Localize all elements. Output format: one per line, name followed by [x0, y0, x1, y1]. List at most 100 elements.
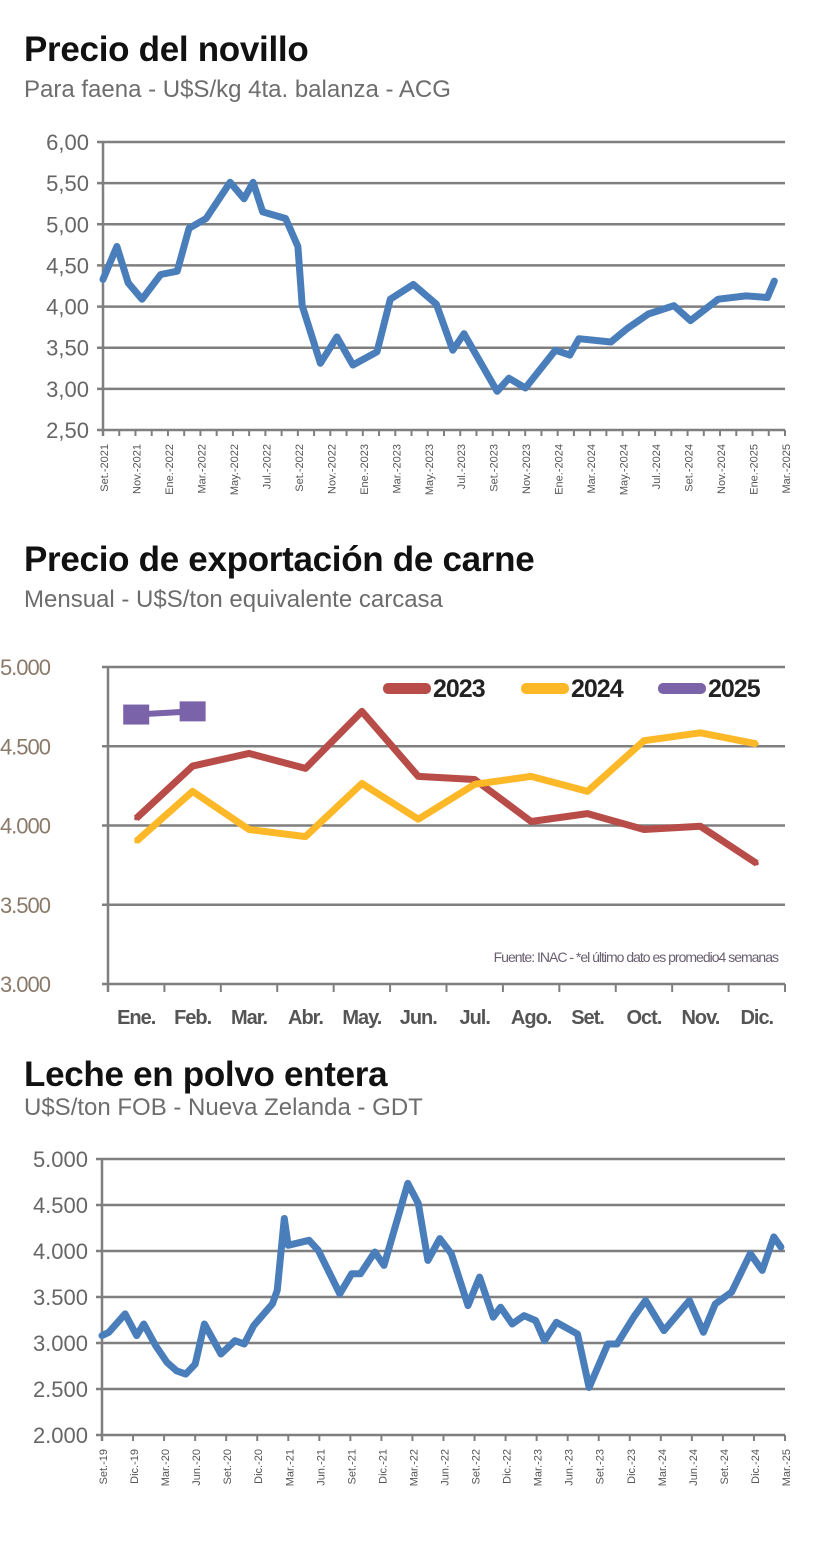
x-tick-label: Set.-21	[346, 1449, 358, 1484]
x-tick-label: Nov.-2024	[716, 444, 728, 494]
data-point	[126, 280, 131, 285]
data-point-2024	[754, 741, 759, 746]
y-tick-label: 2.000	[33, 1423, 88, 1448]
data-point	[260, 209, 265, 214]
x-tick-label: Set.-2022	[294, 444, 306, 492]
y-tick-label: 2.500	[33, 1377, 88, 1402]
data-point-2023	[698, 824, 703, 829]
data-point	[101, 277, 105, 282]
x-tick-label: May.-2022	[229, 444, 241, 495]
data-point	[425, 1258, 430, 1263]
data-point	[661, 1328, 666, 1333]
data-point	[643, 1298, 648, 1303]
data-point	[576, 336, 581, 341]
data-point	[716, 297, 721, 302]
data-point	[374, 349, 379, 354]
data-point	[553, 348, 558, 353]
data-point	[405, 1181, 410, 1186]
data-point	[153, 1343, 158, 1348]
chart1-subtitle: Para faena - U$S/kg 4ta. balanza - ACG	[24, 76, 451, 103]
data-point	[462, 331, 467, 336]
data-point	[772, 279, 777, 284]
x-tick-label: Mar.-25	[781, 1449, 793, 1486]
data-point	[491, 1315, 496, 1320]
y-tick-label: 2,50	[46, 418, 89, 443]
data-point	[193, 1362, 198, 1367]
data-point-2024	[641, 738, 646, 743]
data-point	[729, 1290, 734, 1295]
x-tick-label: Dic.-20	[253, 1449, 265, 1484]
x-tick-label: Jun.	[400, 1007, 438, 1029]
chart3-subtitle: U$S/ton FOB - Nueva Zelanda - GDT	[24, 1094, 423, 1121]
x-tick-label: May.-2024	[619, 444, 631, 495]
data-point	[158, 272, 163, 277]
data-point	[174, 1368, 179, 1373]
data-point	[713, 1301, 718, 1306]
data-point	[282, 1216, 287, 1221]
chart2-title: Precio de exportación de carne	[24, 540, 535, 579]
data-point	[542, 1338, 547, 1343]
series-line-2024	[133, 729, 758, 845]
data-point	[608, 339, 613, 344]
chart1-novillo-price: 6,00 5,50 5,00 4,50 4,00 3,50 3,00 2,50 Set.-202…	[46, 130, 793, 495]
data-point	[437, 1236, 442, 1241]
data-point	[388, 297, 393, 302]
x-tick-label: Dic.-23	[626, 1449, 638, 1484]
y-tick-label: 5.000	[33, 1147, 88, 1172]
data-point	[318, 361, 323, 366]
legend-label-2024: 2024	[571, 675, 624, 703]
x-tick-label: Mar.-24	[657, 1449, 669, 1486]
data-point-2024	[529, 774, 534, 779]
data-point-2023	[585, 811, 590, 816]
y-tick-label: 4,50	[46, 253, 89, 278]
x-tick-label: Dic.-22	[502, 1449, 514, 1484]
series-line	[98, 1179, 785, 1391]
data-point	[183, 1372, 188, 1377]
x-tick-label: Mar.-22	[408, 1449, 420, 1486]
data-point-2023	[641, 827, 646, 832]
x-tick-label: Jul.	[459, 1007, 490, 1029]
data-point-2024	[359, 781, 364, 786]
x-tick-label: May.	[342, 1007, 381, 1029]
data-point	[411, 282, 416, 287]
data-point	[671, 303, 676, 308]
data-point	[646, 311, 651, 316]
data-point-2023	[529, 819, 534, 824]
y-tick-label: 5.000	[0, 655, 51, 680]
legend-swatch-2023	[383, 683, 431, 694]
data-point	[434, 302, 439, 307]
x-tick-label: Mar.-20	[160, 1449, 172, 1486]
data-point	[219, 1352, 224, 1357]
x-tick-label: Ene.	[117, 1007, 156, 1029]
data-point	[241, 196, 246, 201]
data-point	[100, 1333, 104, 1338]
x-tick-label: Mar.-23	[533, 1449, 545, 1486]
data-point	[587, 1385, 592, 1390]
data-point	[334, 335, 339, 340]
data-point	[350, 362, 355, 367]
data-point	[688, 318, 693, 323]
x-tick-label: Set.	[571, 1007, 604, 1029]
chart1-title: Precio del novillo	[24, 30, 309, 69]
x-tick-label: Set.-19	[98, 1449, 110, 1484]
data-point	[186, 226, 191, 231]
legend-label-2025: 2025	[708, 675, 761, 703]
x-tick-label: Set.-2023	[489, 444, 501, 492]
x-tick-label: Abr.	[288, 1007, 323, 1029]
data-point	[533, 1318, 538, 1323]
data-point	[522, 1313, 527, 1318]
x-tick-label: Nov.-2022	[326, 444, 338, 494]
data-point	[106, 1330, 111, 1335]
x-tick-label: Jul.-2022	[261, 444, 273, 489]
x-tick-label: Jul.-2023	[456, 444, 468, 489]
data-point	[416, 1201, 421, 1206]
data-point	[141, 1321, 146, 1326]
data-point	[450, 348, 455, 353]
x-tick-label: Dic.	[740, 1007, 773, 1029]
data-point-2023	[247, 751, 252, 756]
data-point-2023	[190, 764, 195, 769]
data-point	[631, 1315, 636, 1320]
data-point	[286, 1243, 291, 1248]
series-line-2023	[133, 707, 759, 867]
